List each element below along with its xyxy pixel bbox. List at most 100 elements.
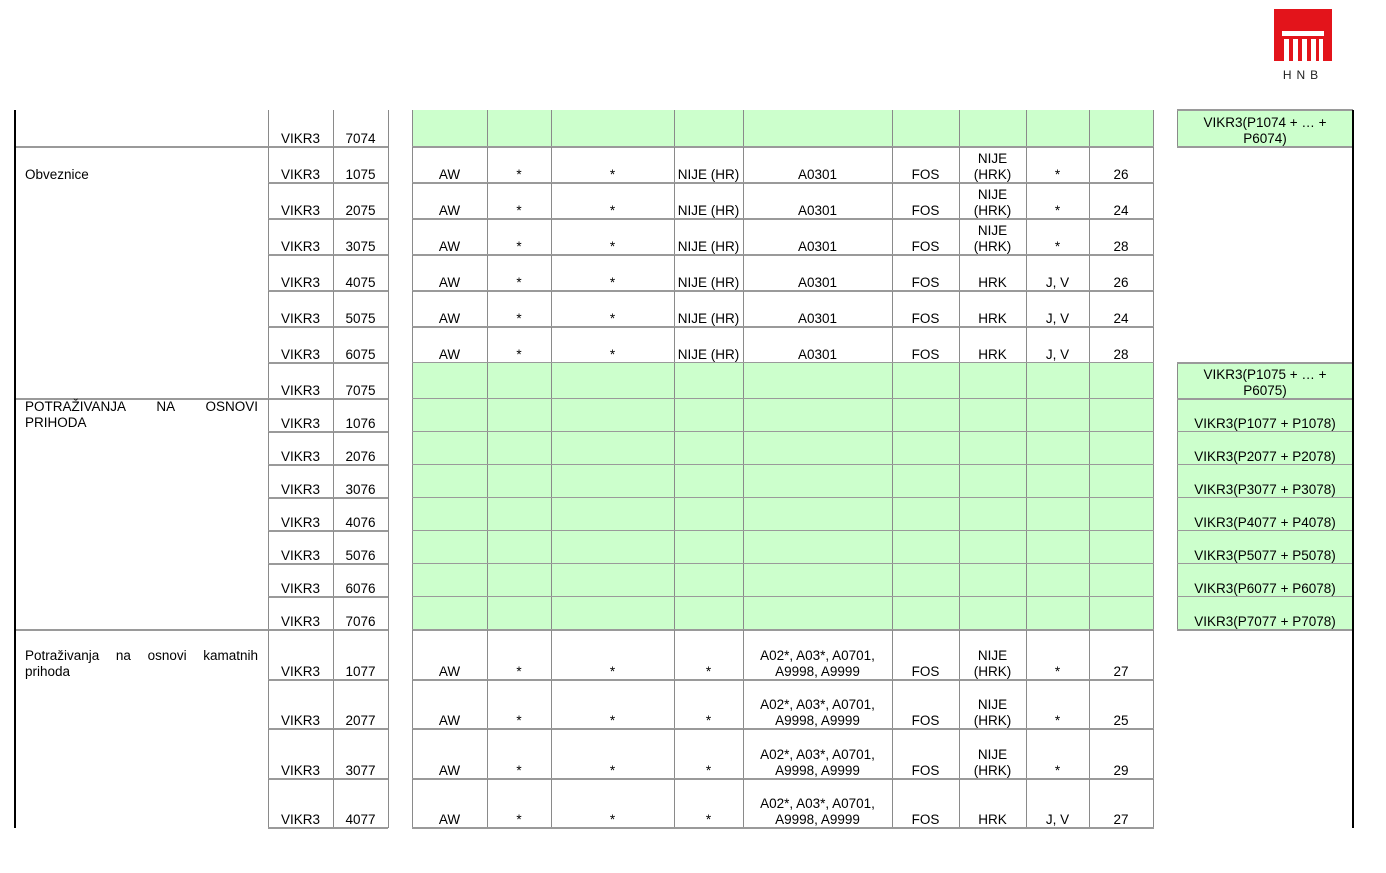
grid-line <box>892 110 893 147</box>
grid-line <box>892 498 893 531</box>
table-cell: * <box>516 239 522 254</box>
grid-line <box>743 183 744 219</box>
table-cell: AW <box>438 203 461 218</box>
grid-line <box>487 630 488 680</box>
grid-line <box>1177 597 1178 630</box>
table-cell: AW <box>438 167 461 182</box>
highlighted-row <box>412 531 1153 564</box>
grid-line <box>743 291 744 327</box>
formula-cell: VIKR3(P4077 + P4078) <box>1177 498 1353 531</box>
grid-line <box>388 778 389 828</box>
table-cell: * <box>1054 663 1061 679</box>
row-number: 2076 <box>345 449 376 464</box>
row-code: VIKR3 <box>280 347 321 362</box>
grid-line <box>959 778 960 828</box>
grid-line <box>1089 399 1090 432</box>
description-text: Potraživanja na osnovi kamatnih prihoda <box>25 647 258 679</box>
table-cell: FOS <box>911 812 940 827</box>
grid-line <box>1089 498 1090 531</box>
grid-line <box>743 531 744 564</box>
row-code: VIKR3 <box>280 812 321 827</box>
grid-line <box>1177 432 1178 465</box>
table-cell: A0301 <box>797 203 838 218</box>
formula-cell: VIKR3(P1075 + … + P6075) <box>1177 363 1353 399</box>
grid-line <box>892 363 893 399</box>
grid-line <box>268 147 269 183</box>
grid-line <box>892 778 893 828</box>
grid-line <box>892 564 893 597</box>
table-cell: FOS <box>911 347 940 362</box>
table-cell: * <box>705 762 712 778</box>
grid-line <box>1153 147 1154 183</box>
row-code: VIKR3 <box>280 167 321 182</box>
table-cell: A02*, A03*, A0701, A9998, A9999 <box>760 746 875 778</box>
grid-line <box>1026 399 1027 432</box>
grid-line <box>674 630 675 680</box>
table-cell: FOS <box>911 167 940 182</box>
grid-line <box>1026 564 1027 597</box>
table-cell: 28 <box>1113 347 1129 362</box>
table-cell: NIJE (HRK) <box>973 223 1012 254</box>
table-cell: * <box>516 663 522 679</box>
grid-line <box>333 531 334 564</box>
grid-line <box>487 183 488 219</box>
table-cell: * <box>609 663 616 679</box>
grid-line <box>388 597 389 630</box>
grid-line <box>551 219 552 255</box>
grid-line <box>1153 597 1154 630</box>
grid-line <box>268 398 388 400</box>
grid-line <box>959 183 960 219</box>
highlighted-row <box>412 432 1153 465</box>
grid-line <box>1026 363 1027 399</box>
table-cell: 28 <box>1113 239 1129 254</box>
grid-line <box>412 255 413 291</box>
table-cell: AW <box>438 239 461 254</box>
grid-line <box>743 778 744 828</box>
grid-line <box>333 432 334 465</box>
table-cell: NIJE (HRK) <box>973 187 1012 218</box>
grid-line <box>1177 398 1353 400</box>
grid-line <box>1089 564 1090 597</box>
grid-line <box>1026 630 1027 680</box>
grid-line <box>412 564 413 597</box>
table-cell: * <box>705 663 712 679</box>
grid-line <box>1026 183 1027 219</box>
grid-line <box>1026 255 1027 291</box>
grid-line <box>892 147 893 183</box>
grid-line <box>412 465 413 498</box>
grid-line <box>268 110 269 147</box>
grid-line <box>412 827 1154 829</box>
description-text: Obveznice <box>25 167 89 182</box>
table-cell: NIJE (HR) <box>677 275 740 290</box>
grid-line <box>674 432 675 465</box>
grid-line <box>487 729 488 779</box>
grid-line <box>412 678 1154 681</box>
grid-line <box>1153 531 1154 564</box>
grid-line <box>268 362 388 364</box>
grid-line <box>412 183 413 219</box>
table-cell: FOS <box>911 275 940 290</box>
grid-line <box>1089 729 1090 779</box>
grid-line <box>743 679 744 729</box>
grid-line <box>892 399 893 432</box>
grid-line <box>388 679 389 729</box>
highlighted-row <box>412 564 1153 597</box>
highlighted-row <box>412 465 1153 498</box>
row-code: VIKR3 <box>280 131 321 146</box>
grid-line <box>1026 531 1027 564</box>
grid-line <box>333 255 334 291</box>
table-cell: HRK <box>978 812 1007 827</box>
table-cell: AW <box>438 663 461 679</box>
grid-line <box>268 596 388 598</box>
grid-line <box>959 363 960 399</box>
grid-line <box>1026 110 1027 147</box>
table-cell: A0301 <box>797 239 838 254</box>
grid-line <box>412 146 1154 148</box>
grid-line <box>388 432 389 465</box>
grid-line <box>333 363 334 399</box>
grid-line <box>892 183 893 219</box>
table-cell: * <box>705 713 712 728</box>
grid-line <box>1177 465 1178 498</box>
table-cell: * <box>1054 239 1061 254</box>
table-cell: * <box>516 762 522 778</box>
